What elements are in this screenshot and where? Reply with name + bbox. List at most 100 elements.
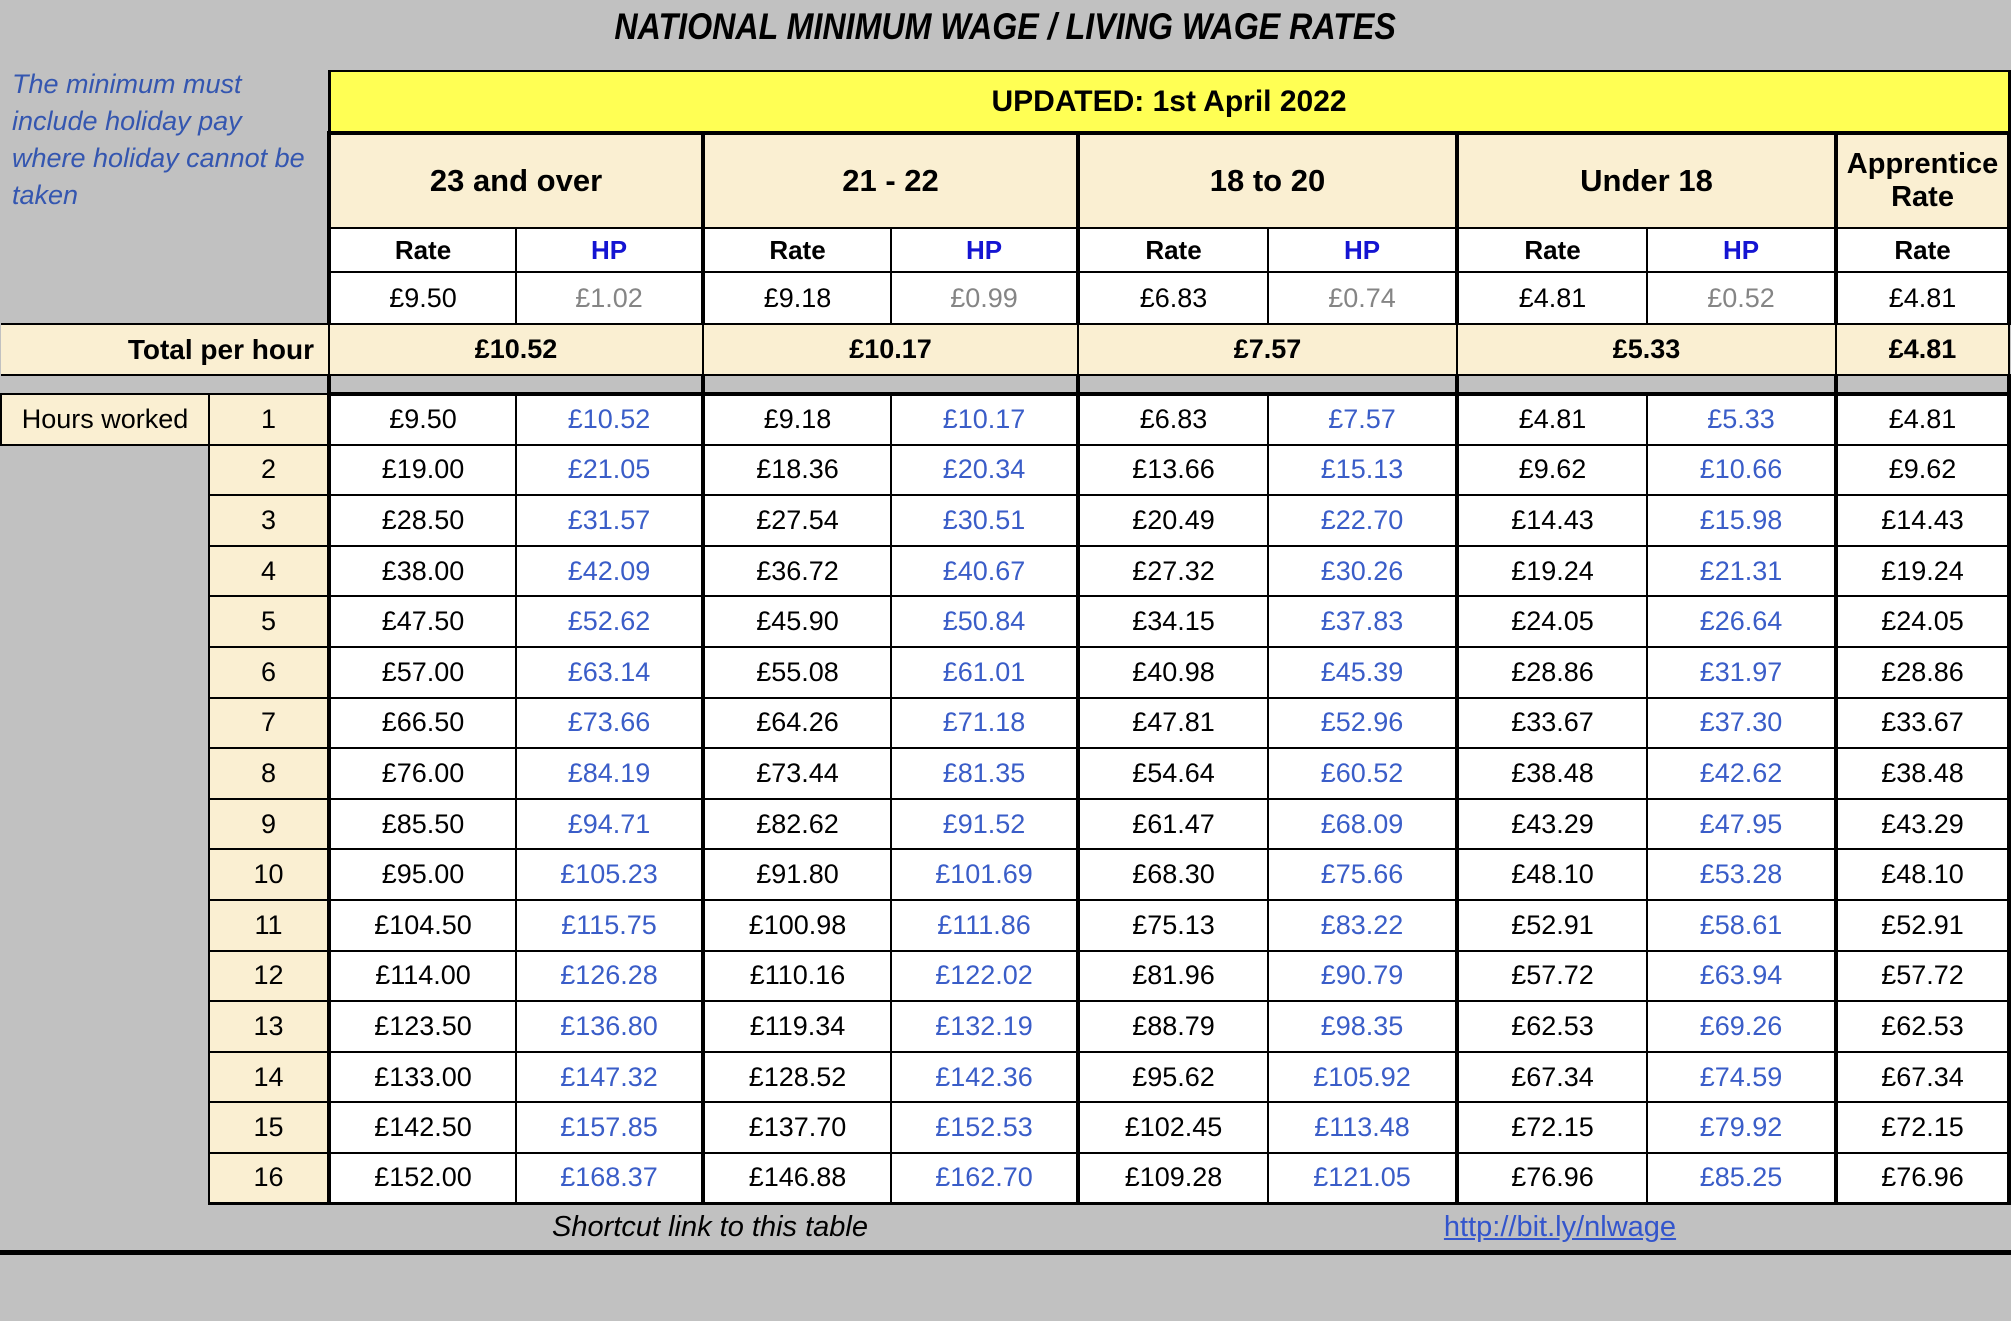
wage-value-cell: £111.86 xyxy=(890,898,1079,952)
wage-value-cell: £81.96 xyxy=(1076,949,1269,1003)
hour-row: Hours worked 1 £9.50 £10.52 £9.18 £10.17 £6.83… xyxy=(0,393,2011,446)
wage-value-cell: £76.00 xyxy=(327,747,517,800)
wage-value-cell: £37.83 xyxy=(1267,595,1458,648)
wage-value-cell: £152.00 xyxy=(327,1151,517,1205)
wage-value-cell: £142.50 xyxy=(327,1101,517,1154)
wage-value-cell: £19.00 xyxy=(327,443,517,497)
page-title: NATIONAL MINIMUM WAGE / LIVING WAGE RATE… xyxy=(0,6,2011,48)
hour-row: 6 £57.00 £63.14 £55.08 £61.01 £40.98 £45.39 £28… xyxy=(1,645,2011,699)
wage-value-cell: £91.52 xyxy=(890,797,1079,851)
group-header-under-18: Under 18 xyxy=(1455,131,1837,229)
wage-value-cell: £82.62 xyxy=(701,797,892,851)
spacer-cell xyxy=(1,228,329,272)
wage-value-cell: £60.52 xyxy=(1267,747,1458,800)
wage-value-cell: £132.19 xyxy=(890,1000,1079,1053)
hour-row: 9 £85.50 £94.71 £82.62 £91.52 £61.47 £68.09 £43… xyxy=(1,797,2011,851)
shortcut-link[interactable]: http://bit.ly/nlwage xyxy=(1443,1211,1677,1243)
wage-value-cell: £45.39 xyxy=(1267,645,1458,699)
age-group-header-row: 23 and over 21 - 22 18 to 20 Under 18 Ap… xyxy=(1,131,2011,229)
wage-value-cell: £28.86 xyxy=(1455,645,1648,699)
wage-value-cell: £71.18 xyxy=(890,696,1079,750)
wage-value-cell: £61.47 xyxy=(1076,797,1269,851)
wage-value-cell: £27.54 xyxy=(701,494,892,547)
wage-value-cell: £34.15 xyxy=(1076,595,1269,648)
base-hp-cell: £0.74 xyxy=(1267,271,1458,325)
wage-value-cell: £146.88 xyxy=(701,1151,892,1205)
wage-value-cell: £79.92 xyxy=(1646,1101,1837,1154)
wage-value-cell: £81.35 xyxy=(890,747,1079,800)
hour-row: 15 £142.50 £157.85 £137.70 £152.53 £102.45 £11… xyxy=(1,1101,2011,1154)
spacer-cell xyxy=(1,1052,209,1103)
base-hp-cell: £0.52 xyxy=(1646,271,1837,325)
wage-value-cell: £43.29 xyxy=(1455,797,1648,851)
bottom-divider-line xyxy=(0,1250,2011,1255)
hour-row: 2 £19.00 £21.05 £18.36 £20.34 £13.66 £15.13 £9.… xyxy=(1,443,2011,497)
total-cell: £10.17 xyxy=(702,323,1079,376)
wage-value-cell: £43.29 xyxy=(1833,797,2011,851)
wage-value-cell: £21.05 xyxy=(515,443,704,497)
spacer-cell xyxy=(1,849,209,900)
wage-value-cell: £152.53 xyxy=(890,1101,1079,1154)
spacer-cell xyxy=(1,698,209,749)
hour-number-cell: 2 xyxy=(208,443,330,497)
wage-value-cell: £4.81 xyxy=(1833,393,2011,446)
wage-value-cell: £10.52 xyxy=(515,393,704,446)
wage-value-cell: £9.62 xyxy=(1455,443,1648,497)
hour-number-cell: 9 xyxy=(208,797,330,851)
hours-body: Hours worked 1 £9.50 £10.52 £9.18 £10.17 £6.83… xyxy=(0,393,2011,1205)
hp-subheader: HP xyxy=(890,227,1079,273)
hour-number-cell: 8 xyxy=(208,747,330,800)
wage-value-cell: £31.97 xyxy=(1646,645,1837,699)
spacer-cell xyxy=(1,1001,209,1052)
wage-value-cell: £28.86 xyxy=(1833,645,2011,699)
rate-subheader: Rate xyxy=(327,227,517,273)
wage-value-cell: £69.26 xyxy=(1646,1000,1837,1053)
wage-value-cell: £137.70 xyxy=(701,1101,892,1154)
wage-value-cell: £83.22 xyxy=(1267,898,1458,952)
rate-subheader: Rate xyxy=(1455,227,1648,273)
wage-value-cell: £102.45 xyxy=(1076,1101,1269,1154)
gap-row xyxy=(1,374,2011,396)
wage-value-cell: £162.70 xyxy=(890,1151,1079,1205)
wage-value-cell: £94.71 xyxy=(515,797,704,851)
wage-value-cell: £7.57 xyxy=(1267,393,1458,446)
wage-value-cell: £6.83 xyxy=(1076,393,1269,446)
wage-value-cell: £133.00 xyxy=(327,1050,517,1104)
page-title-text: NATIONAL MINIMUM WAGE / LIVING WAGE RATE… xyxy=(614,6,1397,47)
base-hp-cell: £1.02 xyxy=(515,271,704,325)
group-header-21-22: 21 - 22 xyxy=(701,131,1079,229)
wage-value-cell: £40.98 xyxy=(1076,645,1269,699)
wage-value-cell: £33.67 xyxy=(1833,696,2011,750)
wage-value-cell: £54.64 xyxy=(1076,747,1269,800)
hour-row: 12 £114.00 £126.28 £110.16 £122.02 £81.96 £90.… xyxy=(1,949,2011,1003)
hours-worked-label: Hours worked xyxy=(0,393,210,446)
spacer-cell xyxy=(1,445,209,496)
hour-row: 5 £47.50 £52.62 £45.90 £50.84 £34.15 £37.83 £24… xyxy=(1,595,2011,648)
hour-row: 16 £152.00 £168.37 £146.88 £162.70 £109.28 £12… xyxy=(1,1151,2011,1205)
wage-value-cell: £52.62 xyxy=(515,595,704,648)
wage-value-cell: £26.64 xyxy=(1646,595,1837,648)
header-body: UPDATED: 1st April 2022 23 and over 21 -… xyxy=(1,70,2011,396)
base-hp-cell: £0.99 xyxy=(890,271,1079,325)
wage-value-cell: £22.70 xyxy=(1267,494,1458,547)
wage-value-cell: £74.59 xyxy=(1646,1050,1837,1104)
wage-value-cell: £67.34 xyxy=(1833,1050,2011,1104)
wage-value-cell: £45.90 xyxy=(701,595,892,648)
wage-value-cell: £42.09 xyxy=(515,544,704,598)
spacer-cell xyxy=(1,375,329,394)
wage-value-cell: £105.92 xyxy=(1267,1050,1458,1104)
wage-value-cell: £95.62 xyxy=(1076,1050,1269,1104)
wage-value-cell: £123.50 xyxy=(327,1000,517,1053)
gap-cell xyxy=(327,374,703,396)
base-rate-row: £9.50 £1.02 £9.18 £0.99 £6.83 £0.74 £4.8… xyxy=(1,271,2011,325)
wage-value-cell: £90.79 xyxy=(1267,949,1458,1003)
spacer-cell xyxy=(1,799,209,850)
wage-value-cell: £38.00 xyxy=(327,544,517,598)
wage-value-cell: £57.72 xyxy=(1455,949,1648,1003)
total-cell: £5.33 xyxy=(1456,323,1837,376)
rate-subheader: Rate xyxy=(1833,227,2011,273)
banner-row: UPDATED: 1st April 2022 xyxy=(1,70,2011,135)
wage-value-cell: £76.96 xyxy=(1455,1151,1648,1205)
wage-value-cell: £4.81 xyxy=(1455,393,1648,446)
